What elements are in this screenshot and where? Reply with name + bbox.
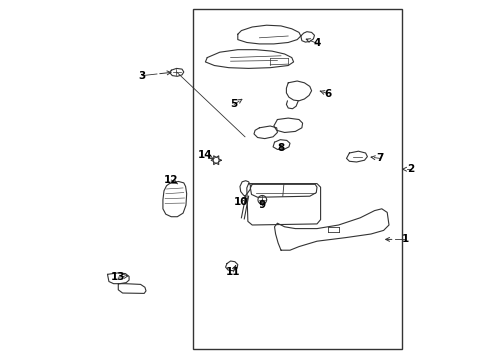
Text: 4: 4 [313, 38, 320, 48]
Text: 11: 11 [226, 267, 241, 277]
Text: 12: 12 [164, 175, 178, 185]
Text: 2: 2 [407, 164, 414, 174]
Text: 10: 10 [234, 197, 248, 207]
Bar [193, 9, 402, 349]
Text: 13: 13 [111, 272, 125, 282]
Text: 3: 3 [139, 71, 146, 81]
Text: 9: 9 [259, 200, 266, 210]
Text: 8: 8 [277, 143, 285, 153]
Text: 6: 6 [324, 89, 331, 99]
Text: 7: 7 [376, 153, 384, 163]
Text: 5: 5 [231, 99, 238, 109]
Text: 1: 1 [402, 234, 409, 244]
Text: 14: 14 [198, 150, 213, 160]
